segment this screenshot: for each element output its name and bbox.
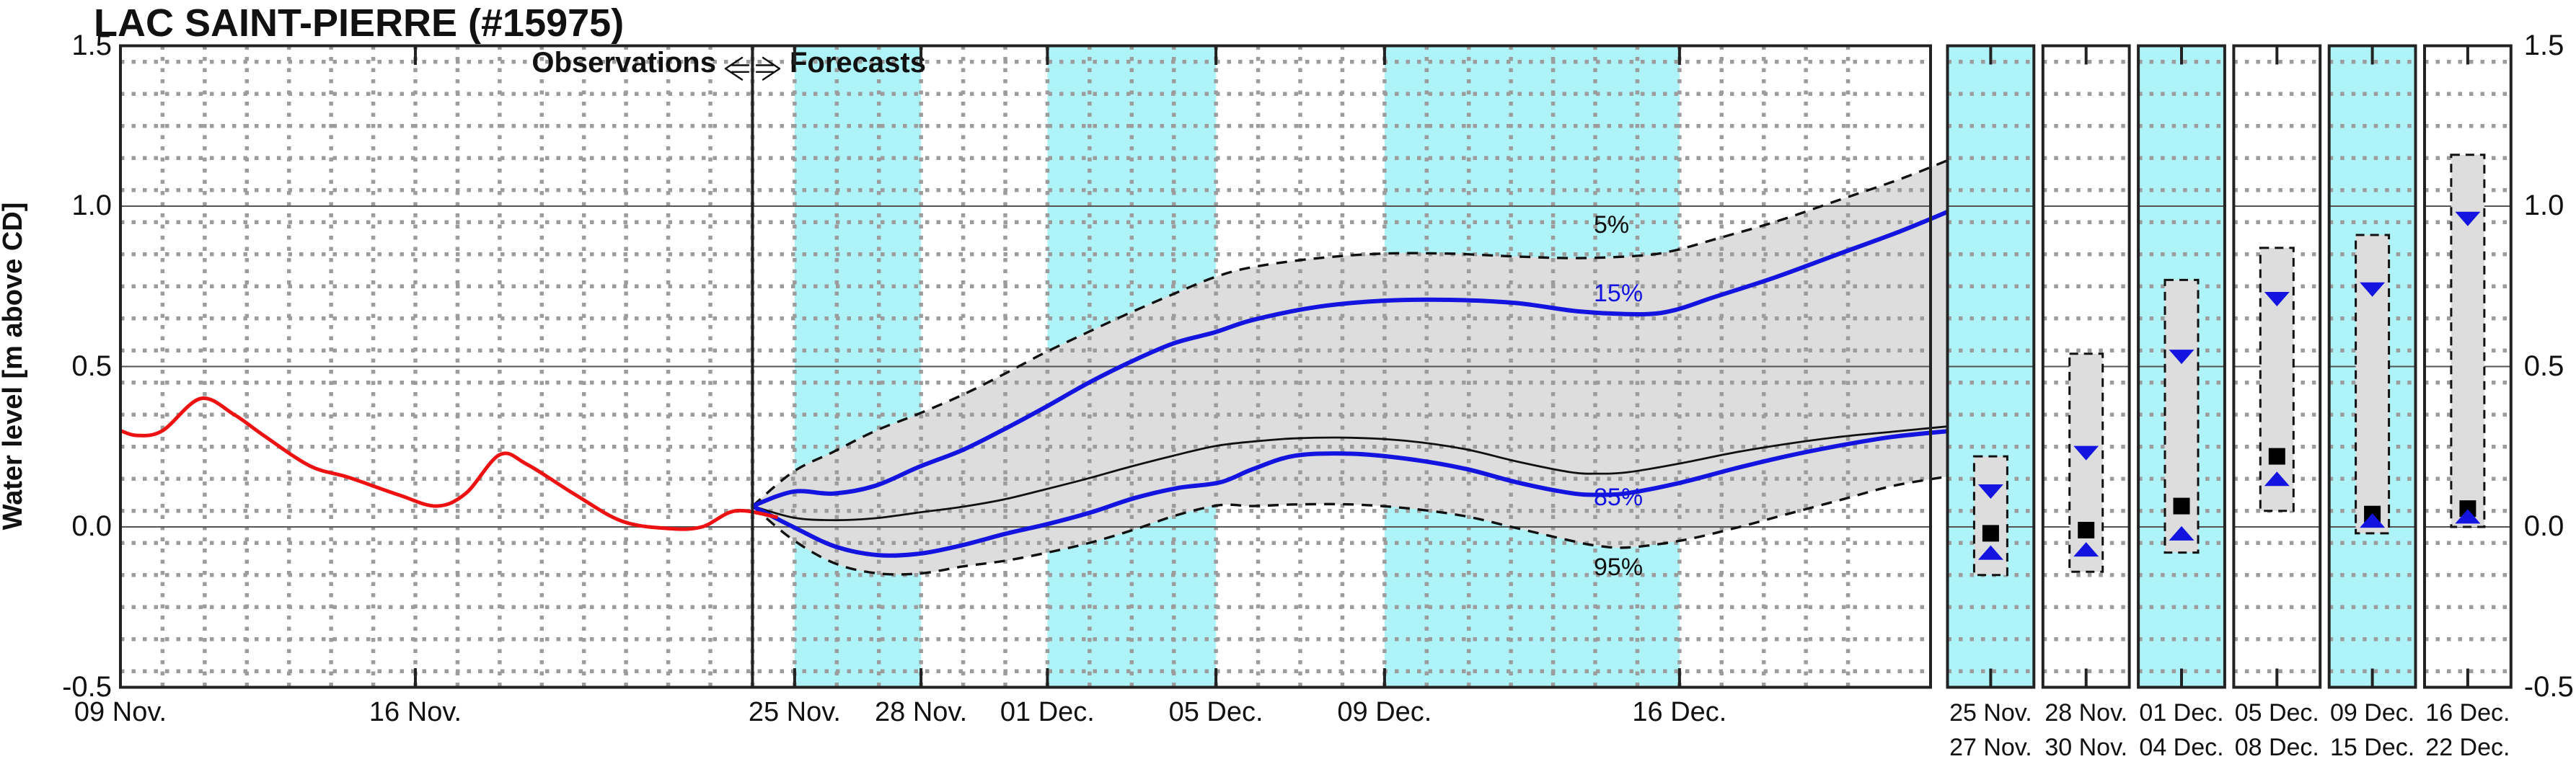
svg-text:85%: 85% [1594, 484, 1643, 511]
svg-text:15 Dec.: 15 Dec. [2330, 734, 2414, 759]
svg-text:Water level [m above CD]: Water level [m above CD] [0, 203, 28, 531]
svg-text:30 Nov.: 30 Nov. [2045, 734, 2127, 759]
svg-text:0.5: 0.5 [2524, 350, 2564, 382]
svg-text:Forecasts: Forecasts [790, 47, 926, 79]
svg-text:1.5: 1.5 [2524, 30, 2564, 61]
svg-text:Observations: Observations [531, 47, 716, 79]
svg-text:25 Nov.: 25 Nov. [1949, 699, 2032, 727]
svg-text:95%: 95% [1594, 554, 1643, 581]
svg-text:15%: 15% [1594, 280, 1643, 307]
svg-text:01 Dec.: 01 Dec. [1000, 697, 1095, 727]
svg-text:16 Nov.: 16 Nov. [369, 697, 462, 727]
svg-text:0.0: 0.0 [2524, 510, 2564, 542]
svg-text:05 Dec.: 05 Dec. [2235, 699, 2319, 727]
svg-text:1.0: 1.0 [71, 190, 112, 221]
svg-text:1.0: 1.0 [2524, 190, 2564, 221]
svg-text:09 Nov.: 09 Nov. [74, 697, 167, 727]
svg-text:28 Nov.: 28 Nov. [875, 697, 967, 727]
svg-text:04 Dec.: 04 Dec. [2139, 734, 2223, 759]
svg-text:25 Nov.: 25 Nov. [749, 697, 841, 727]
svg-text:5%: 5% [1594, 211, 1629, 239]
svg-text:16 Dec.: 16 Dec. [1632, 697, 1726, 727]
svg-text:LAC SAINT-PIERRE (#15975): LAC SAINT-PIERRE (#15975) [94, 1, 624, 45]
svg-text:08 Dec.: 08 Dec. [2235, 734, 2319, 759]
svg-text:09 Dec.: 09 Dec. [1337, 697, 1432, 727]
svg-text:-0.5: -0.5 [2524, 671, 2574, 703]
svg-text:01 Dec.: 01 Dec. [2139, 699, 2223, 727]
svg-text:0.0: 0.0 [71, 510, 112, 542]
svg-text:27 Nov.: 27 Nov. [1949, 734, 2032, 759]
svg-text:1.5: 1.5 [71, 30, 112, 61]
svg-text:0.5: 0.5 [71, 350, 112, 382]
svg-text:28 Nov.: 28 Nov. [2045, 699, 2127, 727]
svg-text:09 Dec.: 09 Dec. [2330, 699, 2414, 727]
svg-text:22 Dec.: 22 Dec. [2425, 734, 2510, 759]
svg-text:05 Dec.: 05 Dec. [1169, 697, 1263, 727]
svg-text:16 Dec.: 16 Dec. [2425, 699, 2510, 727]
